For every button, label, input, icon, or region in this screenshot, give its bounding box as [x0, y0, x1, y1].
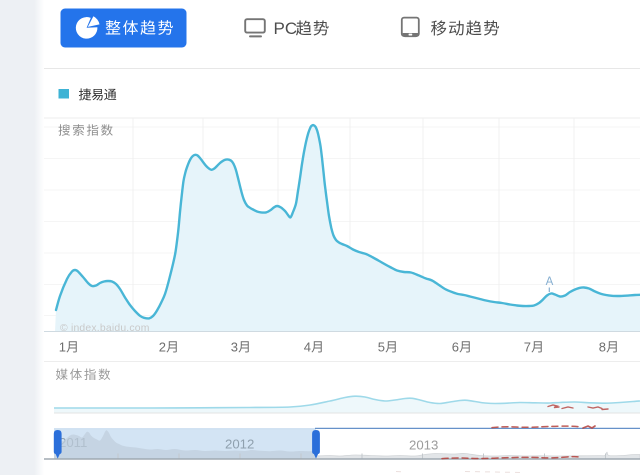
svg-text:7: 7 — [524, 340, 531, 355]
svg-text:PC: PC — [274, 19, 298, 38]
svg-text:A: A — [546, 276, 554, 288]
svg-text:6: 6 — [452, 340, 459, 355]
svg-text:2013: 2013 — [409, 437, 438, 452]
svg-text:4: 4 — [304, 340, 311, 355]
svg-text:8: 8 — [599, 340, 606, 355]
svg-text:5: 5 — [378, 340, 385, 355]
svg-text:2012: 2012 — [225, 437, 254, 452]
svg-text:3: 3 — [231, 340, 238, 355]
svg-text:1: 1 — [59, 340, 66, 355]
svg-text:© index.baidu.com: © index.baidu.com — [60, 323, 150, 334]
svg-text:2: 2 — [159, 340, 166, 355]
